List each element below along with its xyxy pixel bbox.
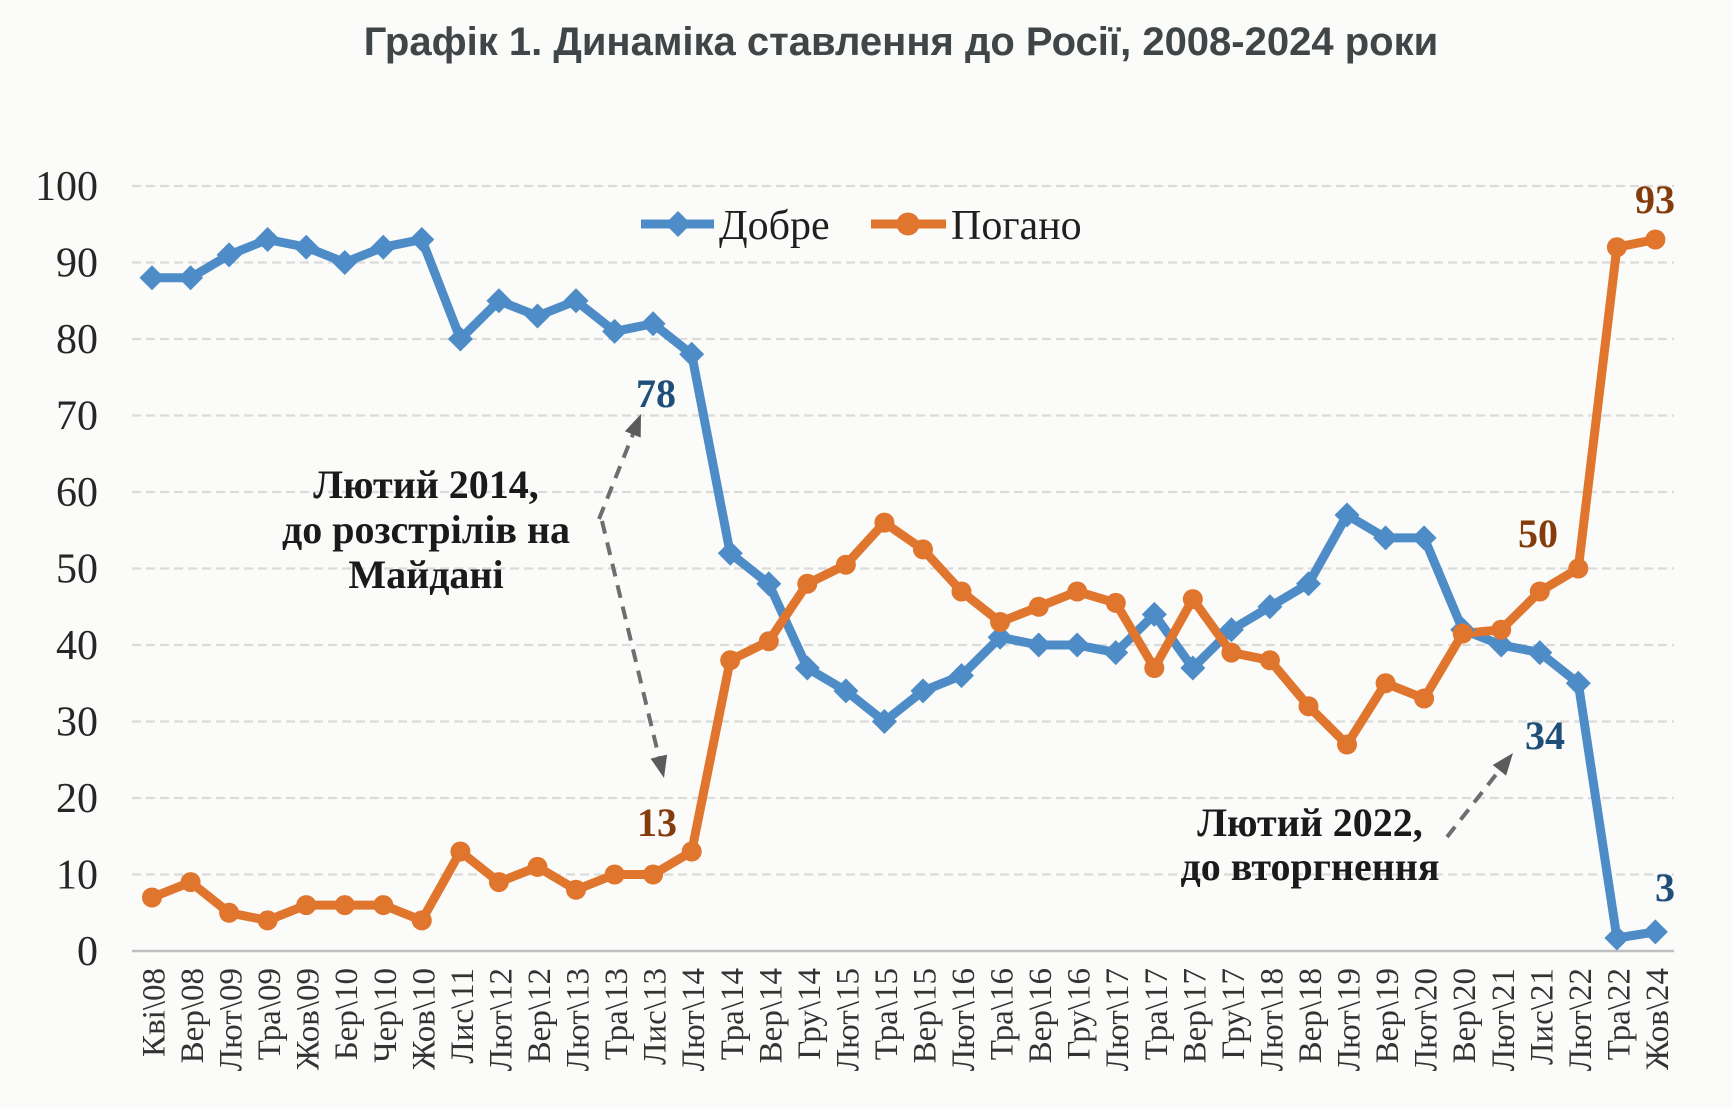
svg-text:Тра\16: Тра\16 xyxy=(985,968,1021,1060)
svg-text:до розстрілів на: до розстрілів на xyxy=(282,507,570,552)
svg-text:Жов\24: Жов\24 xyxy=(1640,968,1676,1070)
svg-text:90: 90 xyxy=(56,241,98,287)
svg-text:93: 93 xyxy=(1635,177,1675,222)
svg-text:Чер\10: Чер\10 xyxy=(368,968,404,1063)
svg-text:Вер\17: Вер\17 xyxy=(1177,968,1213,1063)
svg-text:Лис\21: Лис\21 xyxy=(1524,968,1560,1065)
svg-text:Лют\17: Лют\17 xyxy=(1100,968,1136,1071)
svg-text:Тра\15: Тра\15 xyxy=(869,968,905,1060)
svg-text:Гру\16: Гру\16 xyxy=(1062,968,1098,1060)
svg-text:Вер\15: Вер\15 xyxy=(908,968,944,1063)
svg-text:60: 60 xyxy=(56,470,98,516)
svg-text:70: 70 xyxy=(56,394,98,440)
svg-text:Погано: Погано xyxy=(951,203,1082,249)
svg-text:Вер\18: Вер\18 xyxy=(1293,968,1329,1063)
svg-text:78: 78 xyxy=(636,371,676,416)
svg-text:Лют\16: Лют\16 xyxy=(946,968,982,1071)
svg-text:Лют\19: Лют\19 xyxy=(1332,968,1368,1071)
svg-text:Вер\12: Вер\12 xyxy=(522,968,558,1063)
svg-text:100: 100 xyxy=(35,164,98,210)
svg-text:Жов\10: Жов\10 xyxy=(406,968,442,1070)
svg-text:Вер\16: Вер\16 xyxy=(1023,968,1059,1063)
svg-text:Лис\13: Лис\13 xyxy=(638,968,674,1065)
svg-text:Гру\17: Гру\17 xyxy=(1216,968,1252,1060)
svg-text:0: 0 xyxy=(77,929,98,975)
svg-text:Тра\13: Тра\13 xyxy=(599,968,635,1060)
svg-text:10: 10 xyxy=(56,853,98,899)
svg-text:34: 34 xyxy=(1525,713,1565,758)
svg-text:Лют\13: Лют\13 xyxy=(561,968,597,1071)
svg-text:до вторгнення: до вторгнення xyxy=(1181,844,1440,889)
svg-text:Гру\14: Гру\14 xyxy=(792,968,828,1060)
svg-text:Тра\17: Тра\17 xyxy=(1139,968,1175,1060)
svg-text:Тра\09: Тра\09 xyxy=(252,968,288,1060)
svg-text:13: 13 xyxy=(637,800,677,845)
svg-text:Бер\10: Бер\10 xyxy=(329,968,365,1060)
svg-text:Добре: Добре xyxy=(719,203,830,249)
svg-text:Вер\14: Вер\14 xyxy=(753,968,789,1063)
svg-text:Лют\18: Лют\18 xyxy=(1254,968,1290,1071)
svg-text:Вер\20: Вер\20 xyxy=(1447,968,1483,1063)
svg-text:Лют\12: Лют\12 xyxy=(483,968,519,1071)
svg-text:40: 40 xyxy=(56,623,98,669)
svg-text:Лют\22: Лют\22 xyxy=(1563,968,1599,1071)
svg-text:Графік 1. Динаміка ставлення д: Графік 1. Динаміка ставлення до Росії, 2… xyxy=(364,20,1438,64)
svg-text:50: 50 xyxy=(1518,511,1558,556)
svg-text:Кві\08: Кві\08 xyxy=(137,968,173,1057)
svg-text:30: 30 xyxy=(56,700,98,746)
svg-text:Лют\15: Лют\15 xyxy=(830,968,866,1071)
svg-text:Лис\11: Лис\11 xyxy=(445,968,481,1064)
svg-text:Вер\19: Вер\19 xyxy=(1370,968,1406,1063)
svg-text:Тра\22: Тра\22 xyxy=(1601,968,1637,1060)
svg-text:Майдані: Майдані xyxy=(348,552,503,597)
svg-text:Лютий 2014,: Лютий 2014, xyxy=(313,462,539,507)
svg-text:50: 50 xyxy=(56,547,98,593)
svg-text:Лют\21: Лют\21 xyxy=(1486,968,1522,1071)
svg-text:Тра\14: Тра\14 xyxy=(715,968,751,1060)
svg-text:Лют\20: Лют\20 xyxy=(1409,968,1445,1071)
svg-text:3: 3 xyxy=(1655,865,1675,910)
svg-text:Лют\09: Лют\09 xyxy=(214,968,250,1071)
svg-text:20: 20 xyxy=(56,776,98,822)
svg-text:Лютий 2022,: Лютий 2022, xyxy=(1197,800,1423,845)
svg-text:Вер\08: Вер\08 xyxy=(175,968,211,1063)
svg-text:Лют\14: Лют\14 xyxy=(676,968,712,1071)
svg-text:Жов\09: Жов\09 xyxy=(291,968,327,1070)
svg-text:80: 80 xyxy=(56,317,98,363)
